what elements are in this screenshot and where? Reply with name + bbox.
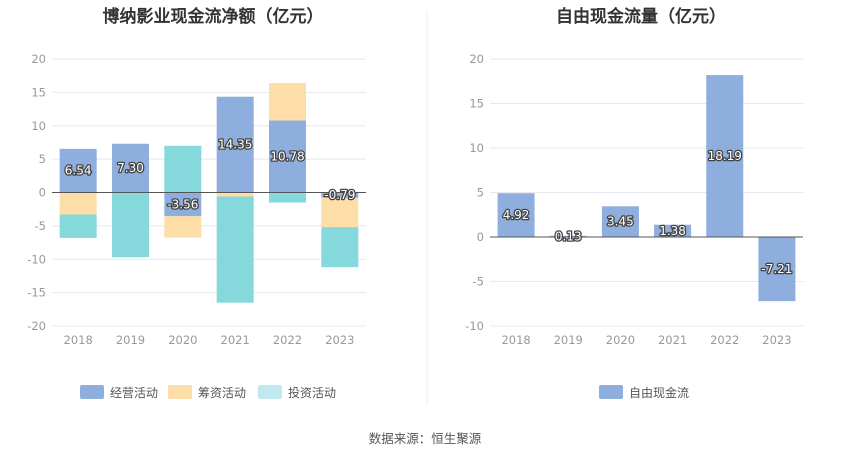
y-tick-label: 10 [469,141,484,155]
bar [321,227,359,268]
x-tick-label: 2019 [116,333,145,347]
bar [164,216,202,238]
bar [216,96,254,193]
data-label: 7.30 [117,161,144,175]
legend-label: 经营活动 [110,386,158,400]
legend-swatch [258,385,282,399]
x-tick-label: 2021 [658,333,687,347]
y-tick-label: -5 [473,275,484,289]
y-tick-label: 0 [477,230,484,244]
data-label: 1.38 [659,224,686,238]
y-tick-label: 15 [469,97,484,111]
data-label: 0.13 [555,229,582,243]
data-label: -7.21 [761,262,792,276]
y-tick-label: 15 [31,85,46,99]
bar [269,192,306,203]
x-tick-label: 2018 [501,333,530,347]
bar [216,196,254,303]
bar [601,206,639,237]
bar [269,120,306,193]
data-label: 10.78 [270,150,304,164]
data-label: 4.92 [503,208,530,222]
legend-label: 投资活动 [288,385,336,400]
x-tick-label: 2023 [762,333,791,347]
y-tick-label: 10 [31,119,46,133]
y-tick-label: -5 [35,219,46,233]
free-cashflow-chart-title: 自由现金流量（亿元） [556,6,726,27]
x-tick-label: 2022 [273,333,302,347]
bar [164,145,202,193]
bar [497,193,535,237]
y-tick-label: 5 [477,186,484,200]
bar [758,237,796,302]
data-label: 18.19 [708,149,742,163]
free-cashflow-chart: 20 15 10 5 0 -5 -10 2018 2019 2020 2021 2022 2023 4.9… [465,52,803,400]
y-tick-label: 0 [39,186,46,200]
x-tick-label: 2020 [606,333,635,347]
y-tick-label: 5 [39,152,46,166]
y-tick-label: -10 [465,319,484,333]
bar [59,148,97,193]
bar [654,224,692,237]
bar [549,235,587,237]
legend-swatch [80,385,104,399]
x-tick-label: 2019 [554,333,583,347]
y-tick-label: 20 [31,52,46,66]
cashflow-chart: 20 15 10 5 0 -5 -10 -15 -20 2018 2019 2020 2021 2022 2… [27,52,366,400]
legend-label: 自由现金流 [629,385,689,400]
x-tick-label: 2018 [64,333,93,347]
data-label: 6.54 [65,164,92,178]
data-label: -3.56 [167,197,198,211]
bar [216,192,254,197]
bar [321,192,359,198]
data-label: 14.35 [218,138,252,152]
bar [112,143,149,193]
bar [164,192,202,217]
x-tick-label: 2023 [325,333,354,347]
bar [59,192,97,215]
data-label: -0.79 [324,188,355,202]
y-tick-label: -15 [27,286,46,300]
y-tick-label: 20 [469,52,484,66]
y-tick-label: -20 [27,319,46,333]
bar [706,75,744,237]
cashflow-chart-title: 博纳影业现金流净额（亿元） [103,6,324,27]
legend-swatch [168,385,192,399]
legend-swatch [599,385,623,399]
bar [321,197,359,228]
data-label: 3.45 [607,215,634,229]
x-tick-label: 2020 [168,333,197,347]
x-tick-label: 2021 [221,333,250,347]
bar [269,83,306,121]
x-tick-label: 2022 [710,333,739,347]
bar [59,214,97,238]
data-source: 数据来源：恒生聚源 [369,431,482,446]
y-tick-label: -10 [27,252,46,266]
legend-label: 筹资活动 [198,386,246,400]
bar [112,192,149,258]
